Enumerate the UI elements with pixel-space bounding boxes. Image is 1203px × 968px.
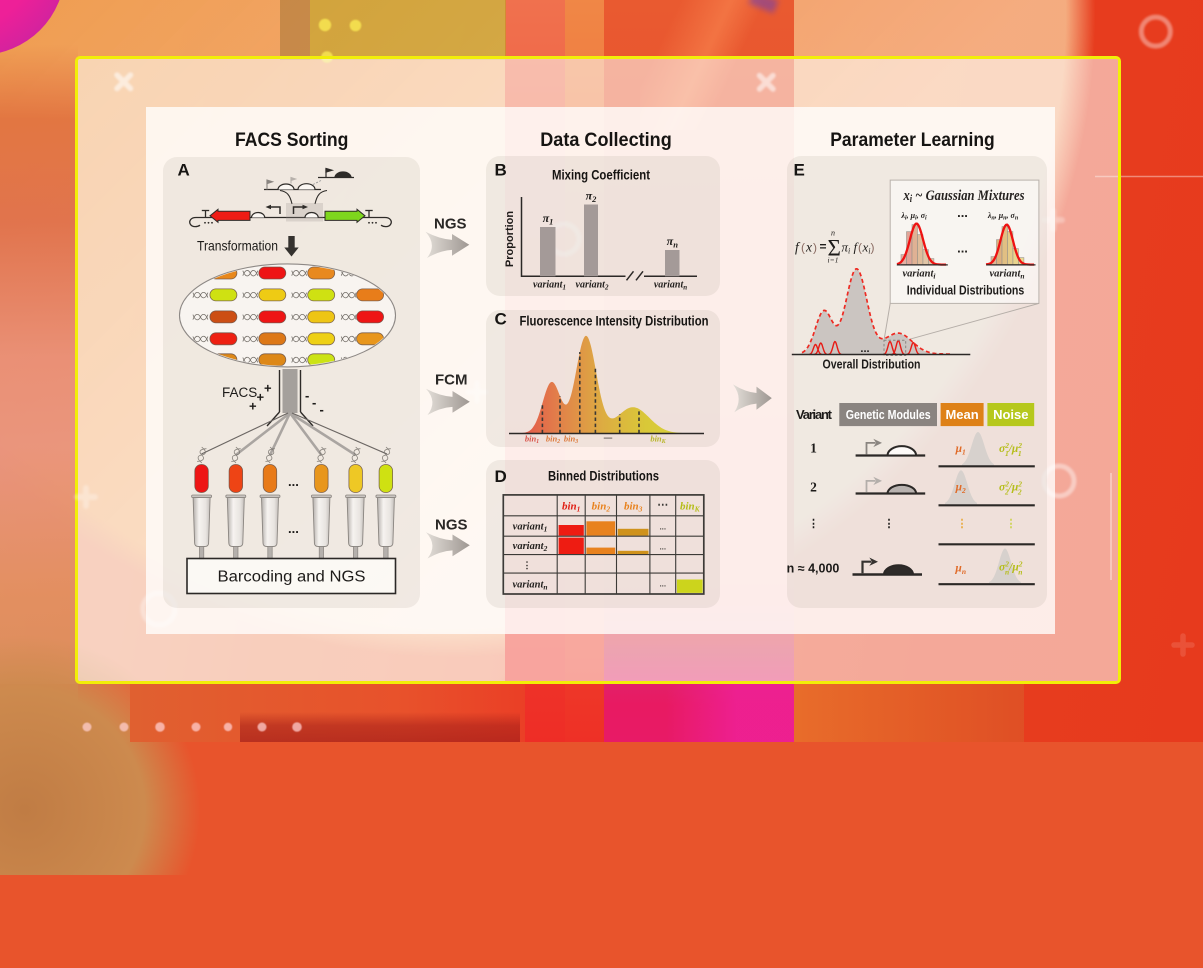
svg-text:): ) bbox=[813, 241, 817, 255]
svg-text:bin1: bin1 bbox=[562, 501, 580, 514]
svg-text:Σ: Σ bbox=[828, 236, 841, 261]
svg-text:variant1: variant1 bbox=[513, 522, 548, 534]
svg-text:binK: binK bbox=[680, 501, 701, 514]
svg-text:-: - bbox=[320, 402, 324, 417]
svg-text:λn, μn, σn: λn, μn, σn bbox=[987, 211, 1019, 222]
svg-text:bin3: bin3 bbox=[624, 501, 643, 514]
svg-text:πn: πn bbox=[667, 234, 679, 250]
svg-text:FCM: FCM bbox=[435, 372, 468, 389]
svg-text:FACS Sorting: FACS Sorting bbox=[235, 129, 349, 151]
svg-text:bin2: bin2 bbox=[592, 501, 611, 514]
svg-text:...: ... bbox=[659, 543, 666, 552]
svg-text:NGS: NGS bbox=[435, 517, 468, 534]
svg-text:varianti: varianti bbox=[902, 269, 936, 281]
svg-text:variantn: variantn bbox=[512, 580, 547, 592]
svg-text:⋮: ⋮ bbox=[523, 560, 532, 570]
svg-text:bin3: bin3 bbox=[564, 434, 578, 446]
svg-text:+: + bbox=[249, 399, 257, 414]
svg-text:Proportion: Proportion bbox=[504, 211, 516, 267]
svg-text:variant1: variant1 bbox=[533, 280, 566, 292]
svg-text:Individual Distributions: Individual Distributions bbox=[907, 283, 1025, 298]
svg-text:σ22/μ22: σ2 2/μ2 2 bbox=[999, 480, 1022, 497]
svg-text:(: ( bbox=[801, 241, 805, 255]
svg-text:λi, μi, σi: λi, μi, σi bbox=[900, 211, 927, 222]
svg-text:⋮: ⋮ bbox=[884, 518, 895, 530]
svg-text:⋮: ⋮ bbox=[957, 518, 968, 530]
svg-text:-: - bbox=[305, 388, 309, 403]
svg-text:=: = bbox=[820, 240, 827, 254]
svg-text:NGS: NGS bbox=[434, 216, 467, 233]
svg-text:bin1: bin1 bbox=[525, 434, 539, 446]
svg-text:variantn: variantn bbox=[989, 269, 1024, 281]
svg-text:n: n bbox=[831, 229, 835, 238]
svg-text:μn: μn bbox=[954, 563, 966, 577]
svg-text:bin2: bin2 bbox=[546, 434, 560, 446]
svg-text:-: - bbox=[312, 395, 316, 410]
svg-text:xi ~ Gaussian Mixtures: xi ~ Gaussian Mixtures bbox=[903, 188, 1025, 205]
svg-text:π1: π1 bbox=[543, 211, 554, 227]
svg-text:—: — bbox=[604, 433, 613, 443]
svg-text:⋮: ⋮ bbox=[1006, 518, 1017, 530]
svg-text:...: ... bbox=[288, 474, 299, 489]
svg-text:μ1: μ1 bbox=[955, 443, 966, 457]
svg-text:Mean: Mean bbox=[945, 407, 978, 422]
svg-text:Fluorescence Intensity Distrib: Fluorescence Intensity Distribution bbox=[520, 314, 709, 329]
svg-text:Parameter Learning: Parameter Learning bbox=[830, 129, 995, 151]
svg-text:(: ( bbox=[858, 241, 862, 255]
svg-text:Barcoding and NGS: Barcoding and NGS bbox=[218, 569, 366, 586]
svg-text:C: C bbox=[495, 310, 507, 329]
svg-text:variant2: variant2 bbox=[513, 541, 548, 553]
svg-text:⋮: ⋮ bbox=[808, 518, 819, 530]
svg-text:D: D bbox=[495, 467, 507, 486]
svg-text:f: f bbox=[795, 240, 801, 255]
svg-text:x: x bbox=[805, 240, 812, 255]
svg-text:Binned Distributions: Binned Distributions bbox=[548, 468, 659, 484]
svg-text:xi: xi bbox=[862, 240, 871, 256]
svg-text:binK: binK bbox=[650, 434, 666, 446]
svg-text:1: 1 bbox=[810, 441, 817, 456]
svg-text:σ21/μ21: σ2 1/μ2 1 bbox=[999, 441, 1022, 458]
svg-text:A: A bbox=[178, 161, 190, 180]
svg-text:σ2n/μ2n: σ2 n/μ2 n bbox=[999, 560, 1023, 577]
svg-text:E: E bbox=[794, 161, 805, 180]
svg-text:variant2: variant2 bbox=[576, 280, 609, 292]
svg-text:): ) bbox=[871, 241, 875, 255]
svg-text:Data Collecting: Data Collecting bbox=[540, 129, 672, 151]
svg-text:+: + bbox=[264, 381, 272, 396]
svg-text:FACS: FACS bbox=[222, 385, 257, 400]
svg-text:...: ... bbox=[957, 205, 968, 220]
svg-text:Variant: Variant bbox=[796, 407, 833, 422]
svg-text:B: B bbox=[495, 161, 507, 180]
svg-text:...: ... bbox=[860, 343, 869, 355]
svg-text:Genetic Modules: Genetic Modules bbox=[846, 407, 931, 422]
svg-text:πi f: πi f bbox=[842, 240, 860, 256]
svg-text:...: ... bbox=[659, 523, 666, 532]
svg-text:Noise: Noise bbox=[993, 407, 1028, 422]
svg-text:Transformation: Transformation bbox=[197, 238, 278, 254]
svg-text:i=1: i=1 bbox=[828, 256, 839, 265]
svg-text:μ2: μ2 bbox=[955, 482, 966, 496]
svg-text:...: ... bbox=[659, 580, 666, 589]
svg-text:...: ... bbox=[288, 521, 299, 536]
svg-text:+: + bbox=[257, 390, 265, 405]
svg-text:Overall Distribution: Overall Distribution bbox=[823, 357, 921, 372]
svg-text:2: 2 bbox=[810, 480, 817, 495]
svg-text:variantn: variantn bbox=[654, 280, 687, 292]
svg-text:...: ... bbox=[957, 241, 968, 256]
svg-text:⋯: ⋯ bbox=[657, 499, 668, 511]
svg-text:π2: π2 bbox=[586, 189, 598, 205]
svg-text:Mixing Coefficient: Mixing Coefficient bbox=[552, 168, 650, 183]
svg-text:n ≈ 4,000: n ≈ 4,000 bbox=[787, 562, 840, 576]
